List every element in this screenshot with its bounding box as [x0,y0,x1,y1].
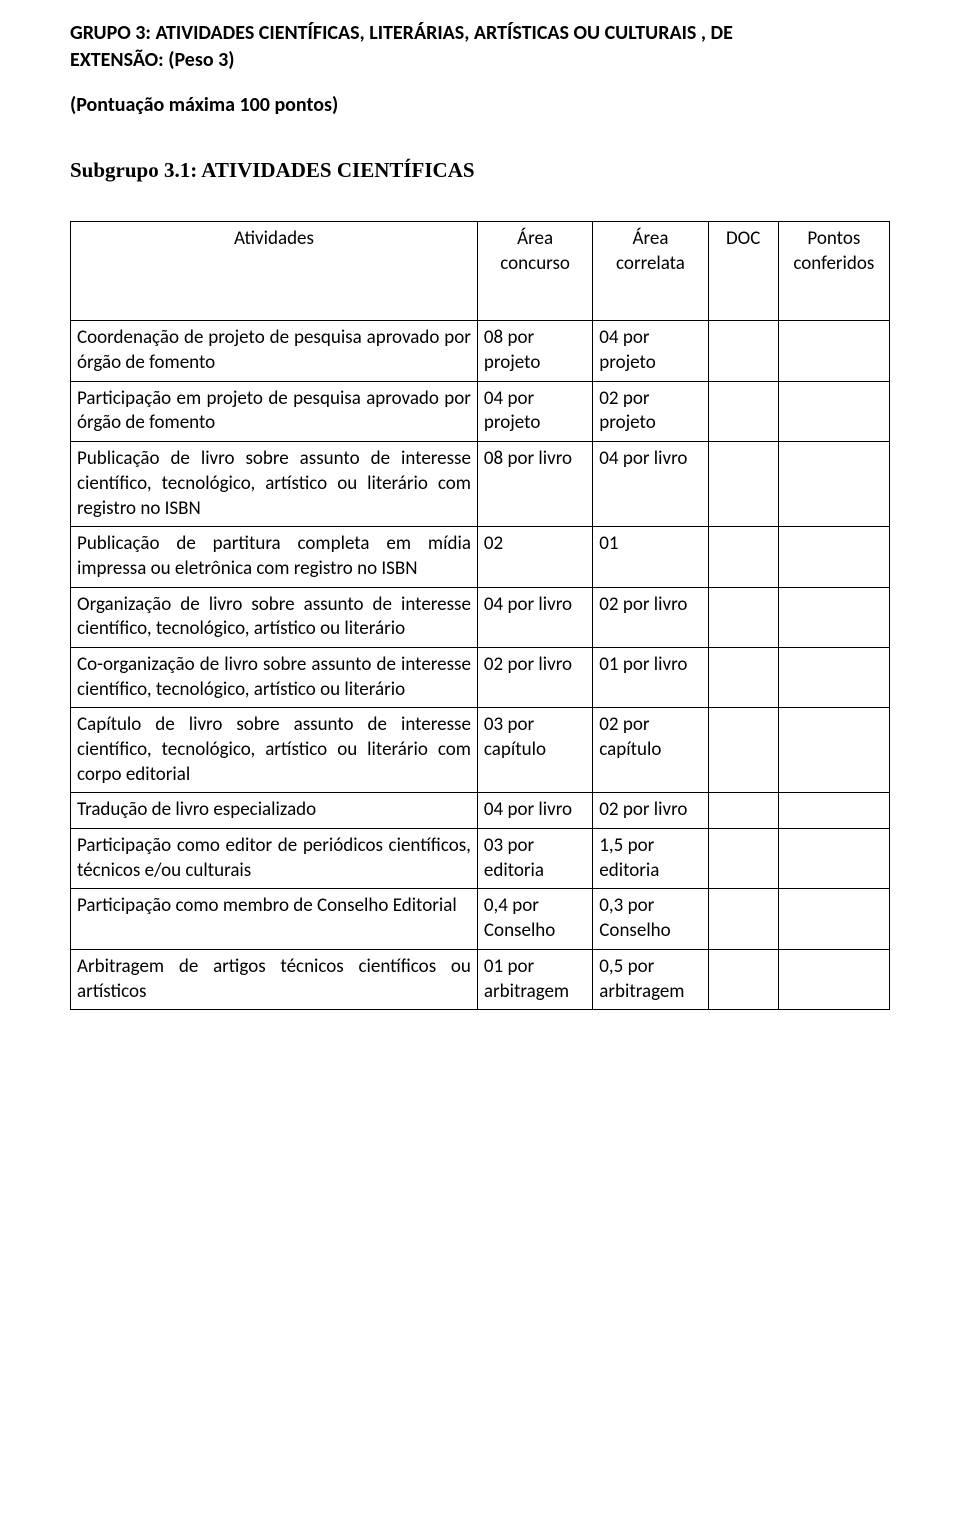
cell-area-concurso: 04 por livro [477,793,592,829]
cell-pontos [778,889,889,949]
cell-pontos [778,793,889,829]
col-header-area-concurso: Área concurso [477,222,592,321]
cell-activity: Arbitragem de artigos técnicos científic… [71,949,478,1009]
subgroup-title: Subgrupo 3.1: ATIVIDADES CIENTÍFICAS [70,158,890,183]
cell-pontos [778,321,889,381]
cell-area-correlata: 02 por livro [593,793,708,829]
cell-area-correlata: 04 por projeto [593,321,708,381]
cell-pontos [778,647,889,707]
col-header-area1a: Área [517,227,553,250]
cell-activity: Participação em projeto de pesquisa apro… [71,381,478,441]
cell-doc [708,381,778,441]
col-header-area1b: concurso [500,252,570,275]
cell-activity: Publicação de livro sobre assunto de int… [71,442,478,527]
page: GRUPO 3: ATIVIDADES CIENTÍFICAS, LITERÁR… [0,0,960,1529]
cell-doc [708,889,778,949]
cell-area-concurso: 03 por capítulo [477,708,592,793]
cell-pontos [778,708,889,793]
table-row: Arbitragem de artigos técnicos científic… [71,949,890,1009]
cell-doc [708,949,778,1009]
cell-pontos [778,381,889,441]
cell-area-correlata: 0,3 por Conselho [593,889,708,949]
cell-area-concurso: 04 por livro [477,587,592,647]
table-header-row: Atividades Área concurso Área correlata … [71,222,890,321]
cell-doc [708,442,778,527]
col-header-doc: DOC [708,222,778,321]
cell-area-correlata: 02 por projeto [593,381,708,441]
col-header-area2a: Área [633,227,669,250]
cell-activity: Coordenação de projeto de pesquisa aprov… [71,321,478,381]
table-row: Publicação de partitura completa em mídi… [71,527,890,587]
cell-area-correlata: 01 por livro [593,647,708,707]
col-header-pts2: conferidos [793,252,874,275]
table-row: Coordenação de projeto de pesquisa aprov… [71,321,890,381]
cell-activity: Organização de livro sobre assunto de in… [71,587,478,647]
cell-activity: Participação como membro de Conselho Edi… [71,889,478,949]
cell-area-concurso: 04 por projeto [477,381,592,441]
table-row: Participação como editor de periódicos c… [71,829,890,889]
cell-area-concurso: 01 por arbitragem [477,949,592,1009]
col-header-area-correlata: Área correlata [593,222,708,321]
cell-area-correlata: 01 [593,527,708,587]
cell-activity: Participação como editor de periódicos c… [71,829,478,889]
cell-doc [708,829,778,889]
cell-pontos [778,442,889,527]
table-row: Participação como membro de Conselho Edi… [71,889,890,949]
cell-doc [708,587,778,647]
cell-pontos [778,587,889,647]
max-points: (Pontuação máxima 100 pontos) [70,92,890,118]
cell-area-concurso: 02 por livro [477,647,592,707]
table-row: Capítulo de livro sobre assunto de inter… [71,708,890,793]
cell-area-correlata: 0,5 por arbitragem [593,949,708,1009]
group-title: GRUPO 3: ATIVIDADES CIENTÍFICAS, LITERÁR… [70,20,890,74]
cell-doc [708,527,778,587]
col-header-activity: Atividades [71,222,478,321]
col-header-area2b: correlata [616,252,685,275]
col-header-pts1: Pontos [807,227,860,250]
activities-table: Atividades Área concurso Área correlata … [70,221,890,1010]
cell-area-concurso: 02 [477,527,592,587]
cell-activity: Co-organização de livro sobre assunto de… [71,647,478,707]
col-header-pontos: Pontos conferidos [778,222,889,321]
cell-pontos [778,949,889,1009]
table-row: Co-organização de livro sobre assunto de… [71,647,890,707]
cell-pontos [778,527,889,587]
cell-doc [708,321,778,381]
cell-activity: Publicação de partitura completa em mídi… [71,527,478,587]
cell-doc [708,708,778,793]
group-title-line2: EXTENSÃO: (Peso 3) [70,48,234,72]
cell-activity: Capítulo de livro sobre assunto de inter… [71,708,478,793]
table-row: Publicação de livro sobre assunto de int… [71,442,890,527]
cell-area-correlata: 04 por livro [593,442,708,527]
cell-area-correlata: 02 por capítulo [593,708,708,793]
group-title-line1: GRUPO 3: ATIVIDADES CIENTÍFICAS, LITERÁR… [70,21,733,45]
cell-area-concurso: 08 por livro [477,442,592,527]
cell-doc [708,793,778,829]
cell-area-concurso: 03 por editoria [477,829,592,889]
cell-area-correlata: 1,5 por editoria [593,829,708,889]
cell-activity: Tradução de livro especializado [71,793,478,829]
cell-area-concurso: 0,4 por Conselho [477,889,592,949]
cell-pontos [778,829,889,889]
table-row: Organização de livro sobre assunto de in… [71,587,890,647]
table-row: Participação em projeto de pesquisa apro… [71,381,890,441]
cell-area-concurso: 08 por projeto [477,321,592,381]
table-row: Tradução de livro especializado 04 por l… [71,793,890,829]
cell-area-correlata: 02 por livro [593,587,708,647]
cell-doc [708,647,778,707]
